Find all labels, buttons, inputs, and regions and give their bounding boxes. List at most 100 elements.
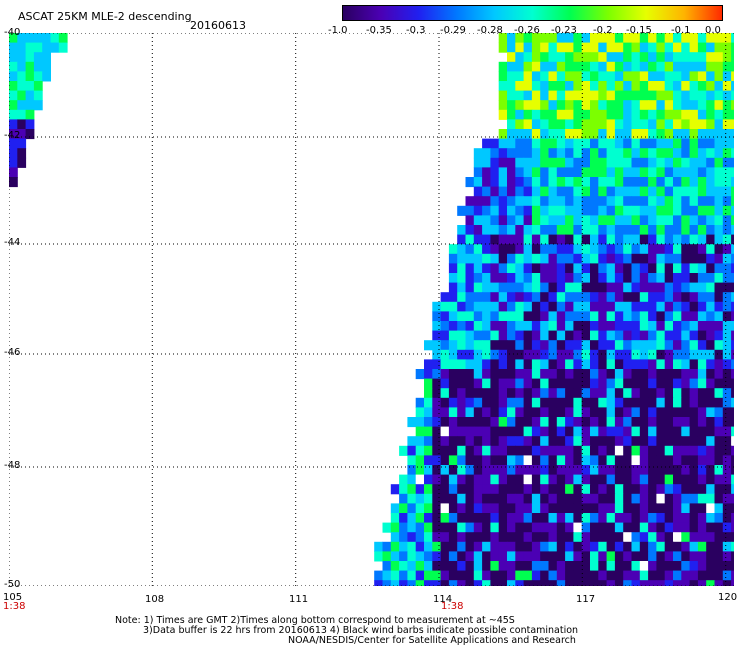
- wind-cell: [673, 71, 682, 82]
- wind-cell: [507, 388, 516, 399]
- wind-cell: [606, 349, 616, 360]
- wind-cell: [714, 273, 724, 284]
- wind-cell: [590, 138, 599, 149]
- wind-cell: [440, 493, 450, 504]
- wind-cell: [681, 138, 691, 149]
- wind-cell: [648, 397, 657, 408]
- wind-cell: [573, 100, 583, 111]
- wind-cell: [673, 90, 682, 101]
- wind-cell: [473, 541, 483, 552]
- wind-cell: [664, 330, 674, 341]
- wind-cell: [556, 234, 566, 245]
- missing-cell: [415, 474, 424, 485]
- wind-cell: [706, 417, 715, 428]
- wind-cell: [473, 359, 483, 370]
- wind-cell: [490, 349, 500, 360]
- wind-cell: [722, 445, 732, 456]
- wind-cell: [656, 177, 666, 188]
- wind-cell: [581, 551, 591, 562]
- wind-cell: [697, 513, 707, 524]
- wind-cell: [590, 292, 599, 303]
- wind-cell: [9, 100, 18, 111]
- wind-cell: [639, 330, 649, 341]
- wind-cell: [490, 465, 500, 476]
- wind-cell: [531, 407, 541, 418]
- wind-cell: [473, 522, 483, 533]
- wind-cell: [424, 551, 433, 562]
- wind-cell: [482, 330, 491, 341]
- wind-cell: [731, 407, 734, 418]
- wind-cell: [639, 397, 649, 408]
- wind-cell: [681, 90, 691, 101]
- wind-cell: [623, 177, 632, 188]
- wind-cell: [590, 532, 599, 543]
- wind-cell: [556, 52, 566, 63]
- wind-cell: [598, 215, 608, 226]
- wind-cell: [664, 522, 674, 533]
- wind-cell: [673, 292, 682, 303]
- wind-cell: [531, 465, 541, 476]
- wind-cell: [573, 397, 583, 408]
- wind-cell: [639, 340, 649, 351]
- wind-cell: [490, 580, 500, 586]
- wind-cell: [631, 119, 641, 130]
- wind-cell: [490, 378, 500, 389]
- wind-cell: [697, 378, 707, 389]
- wind-cell: [673, 177, 682, 188]
- wind-cell: [656, 340, 666, 351]
- wind-cell: [482, 349, 491, 360]
- wind-cell: [515, 522, 525, 533]
- wind-cell: [465, 474, 475, 485]
- wind-cell: [623, 311, 632, 322]
- wind-cell: [689, 378, 699, 389]
- wind-cell: [706, 397, 715, 408]
- wind-cell: [507, 109, 516, 120]
- wind-cell: [706, 263, 715, 274]
- wind-cell: [424, 388, 433, 399]
- wind-cell: [623, 205, 632, 216]
- wind-cell: [606, 436, 616, 447]
- wind-cell: [623, 148, 632, 159]
- wind-cell: [731, 513, 734, 524]
- wind-cell: [581, 234, 591, 245]
- wind-cell: [648, 119, 657, 130]
- wind-cell: [573, 263, 583, 274]
- wind-cell: [714, 225, 724, 236]
- wind-cell: [581, 253, 591, 264]
- wind-cell: [531, 225, 541, 236]
- wind-cell: [598, 138, 608, 149]
- wind-cell: [482, 436, 491, 447]
- wind-cell: [606, 426, 616, 437]
- wind-cell: [482, 503, 491, 514]
- wind-cell: [548, 109, 558, 120]
- wind-cell: [689, 292, 699, 303]
- wind-cell: [548, 167, 558, 178]
- wind-cell: [598, 369, 608, 380]
- wind-cell: [689, 215, 699, 226]
- wind-cell: [432, 493, 442, 504]
- wind-cell: [540, 561, 549, 572]
- wind-cell: [498, 71, 508, 82]
- wind-cell: [714, 426, 724, 437]
- wind-cell: [565, 90, 574, 101]
- wind-cell: [523, 253, 533, 264]
- wind-cell: [648, 465, 657, 476]
- wind-cell: [498, 109, 508, 120]
- wind-cell: [523, 138, 533, 149]
- wind-cell: [523, 340, 533, 351]
- wind-cell: [714, 81, 724, 92]
- wind-cell: [390, 551, 400, 562]
- wind-cell: [722, 282, 732, 293]
- wind-cell: [590, 474, 599, 485]
- wind-cell: [457, 407, 466, 418]
- wind-cell: [722, 561, 732, 572]
- wind-cell: [390, 484, 400, 495]
- wind-cell: [731, 263, 734, 274]
- wind-cell: [498, 455, 508, 466]
- wind-cell: [714, 42, 724, 53]
- wind-cell: [465, 177, 475, 188]
- wind-cell: [556, 282, 566, 293]
- wind-cell: [722, 378, 732, 389]
- wind-cell: [598, 100, 608, 111]
- wind-cell: [507, 119, 516, 130]
